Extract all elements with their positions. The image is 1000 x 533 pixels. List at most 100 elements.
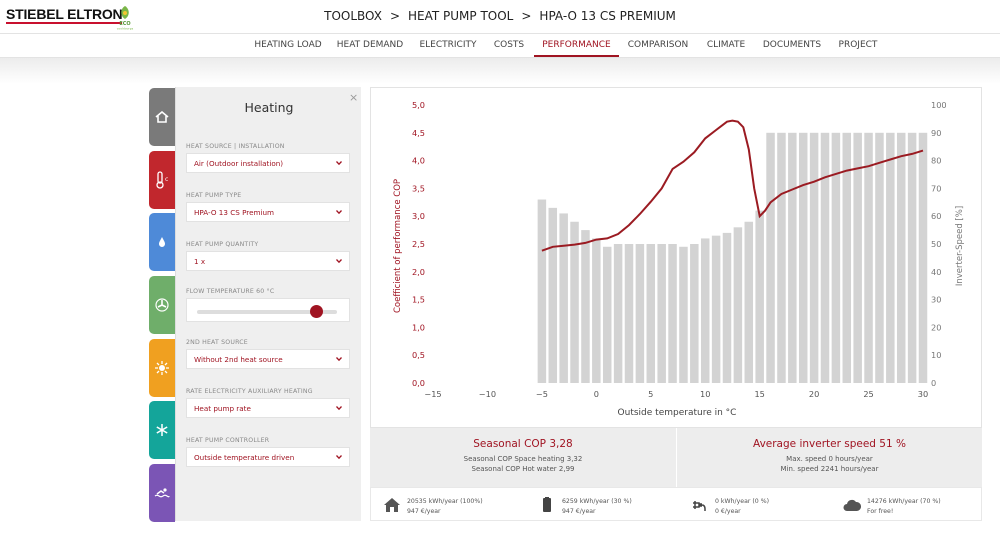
energy-breakdown: 20535 kWh/year (100%) 947 €/year 6259 kWh… [370, 487, 982, 521]
y2-axis-label: Inverter-Speed [%] [955, 206, 965, 286]
tab-hot-water[interactable] [149, 213, 175, 271]
chevron-down-icon [336, 210, 342, 215]
x-axis-label: Outside temperature in °C [618, 408, 737, 418]
aux-heating-rate-value: Heat pump rate [194, 404, 251, 413]
panel-title: Heating [244, 100, 294, 115]
chevron-down-icon [336, 161, 342, 166]
aux-heating-rate-select[interactable]: Heat pump rate [186, 398, 350, 418]
controller-label: HEAT PUMP CONTROLLER [186, 437, 270, 444]
nav-climate[interactable]: CLIMATE [706, 40, 746, 50]
nav-project[interactable]: PROJECT [838, 40, 878, 50]
inverter-speed-bar [537, 199, 547, 383]
sun-icon [155, 361, 169, 375]
tab-house[interactable] [149, 88, 175, 146]
controller-select[interactable]: Outside temperature driven [186, 447, 350, 467]
tab-ventilation[interactable] [149, 276, 175, 334]
heat-pump-quantity-label: HEAT PUMP QUANTITY [186, 241, 259, 248]
slider-handle[interactable] [309, 305, 323, 318]
y2-tick-label: 100 [931, 100, 947, 110]
heat-source-select[interactable]: Air (Outdoor installation) [186, 153, 350, 173]
battery-icon [543, 497, 551, 512]
tab-solar[interactable] [149, 339, 175, 397]
heat-source-label: HEAT SOURCE | INSTALLATION [186, 143, 285, 150]
y2-tick-label: 90 [931, 128, 941, 138]
inverter-speed-bar [886, 132, 895, 383]
inverter-speed-bar [733, 227, 743, 383]
y-tick-label: 0,0 [412, 378, 425, 388]
max-speed-hours: Max. speed 0 hours/year [786, 455, 873, 463]
y2-tick-label: 10 [931, 350, 941, 360]
tab-pool[interactable] [149, 464, 175, 522]
inverter-speed-bar [646, 244, 656, 383]
stats-divider [676, 428, 677, 487]
x-tick-label: 0 [594, 389, 599, 399]
inverter-speed-bar [581, 230, 590, 383]
chevron-down-icon [336, 455, 342, 460]
inverter-speed-title: Average inverter speed 51 % [753, 438, 906, 450]
inverter-speed-bar [907, 132, 917, 383]
nav-performance[interactable]: PERFORMANCE [534, 34, 619, 57]
seasonal-cop-space-heating: Seasonal COP Space heating 3,32 [463, 455, 583, 463]
nav-comparison[interactable]: COMPARISON [627, 40, 689, 50]
inverter-speed-bar [755, 210, 764, 383]
chevron-down-icon [336, 259, 342, 264]
energy-electricity-kwh: 6259 kWh/year (30 %) [562, 498, 632, 505]
nav-documents[interactable]: DOCUMENTS [762, 40, 822, 50]
flow-temperature-slider[interactable] [186, 298, 350, 322]
nav-heat-demand[interactable]: HEAT DEMAND [336, 40, 404, 50]
inverter-speed-bar [570, 221, 579, 383]
y-tick-label: 2,5 [412, 239, 425, 249]
inverter-speed-bar [831, 132, 841, 383]
y-tick-label: 5,0 [412, 100, 425, 110]
y2-tick-label: 70 [931, 183, 941, 193]
chevron-down-icon [336, 357, 342, 362]
seasonal-cop-title: Seasonal COP 3,28 [473, 438, 573, 450]
energy-auxiliary: 0 kWh/year (0 %) 0 €/year [691, 488, 831, 522]
inverter-speed-bar [788, 132, 797, 383]
inverter-speed-bar [711, 235, 721, 383]
second-heat-source-value: Without 2nd heat source [194, 355, 283, 364]
breadcrumb-toolbox[interactable]: TOOLBOX [324, 9, 382, 23]
seasonal-cop-block: Seasonal COP 3,28 Seasonal COP Space hea… [370, 428, 676, 487]
close-icon[interactable]: × [349, 91, 359, 104]
inverter-speed-bar [864, 132, 873, 383]
energy-total-kwh: 20535 kWh/year (100%) [407, 498, 483, 505]
breadcrumb-product: HPA-O 13 CS PREMIUM [539, 9, 676, 23]
heat-pump-type-select[interactable]: HPA-O 13 CS Premium [186, 202, 350, 222]
brand-logo[interactable]: STIEBEL ELTRON [6, 6, 123, 24]
nav-costs[interactable]: COSTS [493, 40, 525, 50]
nav-heating-load[interactable]: HEATING LOAD [254, 40, 322, 50]
heat-pump-type-value: HPA-O 13 CS Premium [194, 208, 275, 217]
tab-heating[interactable]: c [149, 151, 175, 209]
plug-icon [693, 501, 706, 511]
tab-cooling[interactable] [149, 401, 175, 459]
y-tick-label: 2,0 [412, 267, 425, 277]
energy-auxiliary-cost: 0 €/year [715, 508, 741, 515]
second-heat-source-label: 2ND HEAT SOURCE [186, 339, 248, 346]
nav-electricity[interactable]: ELECTRICITY [419, 40, 477, 50]
inverter-speed-bar [875, 132, 884, 383]
breadcrumb-heat-pump-tool[interactable]: HEAT PUMP TOOL [408, 9, 514, 23]
svg-text:ECO: ECO [119, 21, 130, 27]
heat-source-value: Air (Outdoor installation) [194, 159, 284, 168]
y-tick-label: 1,5 [412, 295, 425, 305]
breadcrumb-separator: > [521, 9, 532, 23]
house-icon [155, 111, 169, 123]
inverter-speed-bar [679, 246, 688, 383]
heat-pump-quantity-select[interactable]: 1 x [186, 251, 350, 271]
x-tick-label: 10 [700, 389, 710, 399]
pool-icon [154, 488, 170, 498]
slider-track[interactable] [197, 310, 337, 314]
performance-chart-svg: 0,0 0,5 1,0 1,5 2,0 2,5 3,0 3,5 4,0 4,5 5,0 0 10 20 30… [393, 100, 965, 418]
thermometer-icon: c [156, 171, 168, 189]
cop-series-line [541, 119, 924, 252]
x-tick-label: 30 [918, 389, 928, 399]
x-tick-label: 15 [754, 389, 764, 399]
heat-pump-type-label: HEAT PUMP TYPE [186, 192, 242, 199]
second-heat-source-select[interactable]: Without 2nd heat source [186, 349, 350, 369]
y-tick-label: 4,0 [412, 156, 425, 166]
flow-temperature-label: FLOW TEMPERATURE 60 °C [186, 288, 275, 295]
inverter-speed-bar [798, 132, 808, 383]
energy-electricity-cost: 947 €/year [562, 508, 596, 515]
inverter-speed-bar [592, 238, 601, 383]
